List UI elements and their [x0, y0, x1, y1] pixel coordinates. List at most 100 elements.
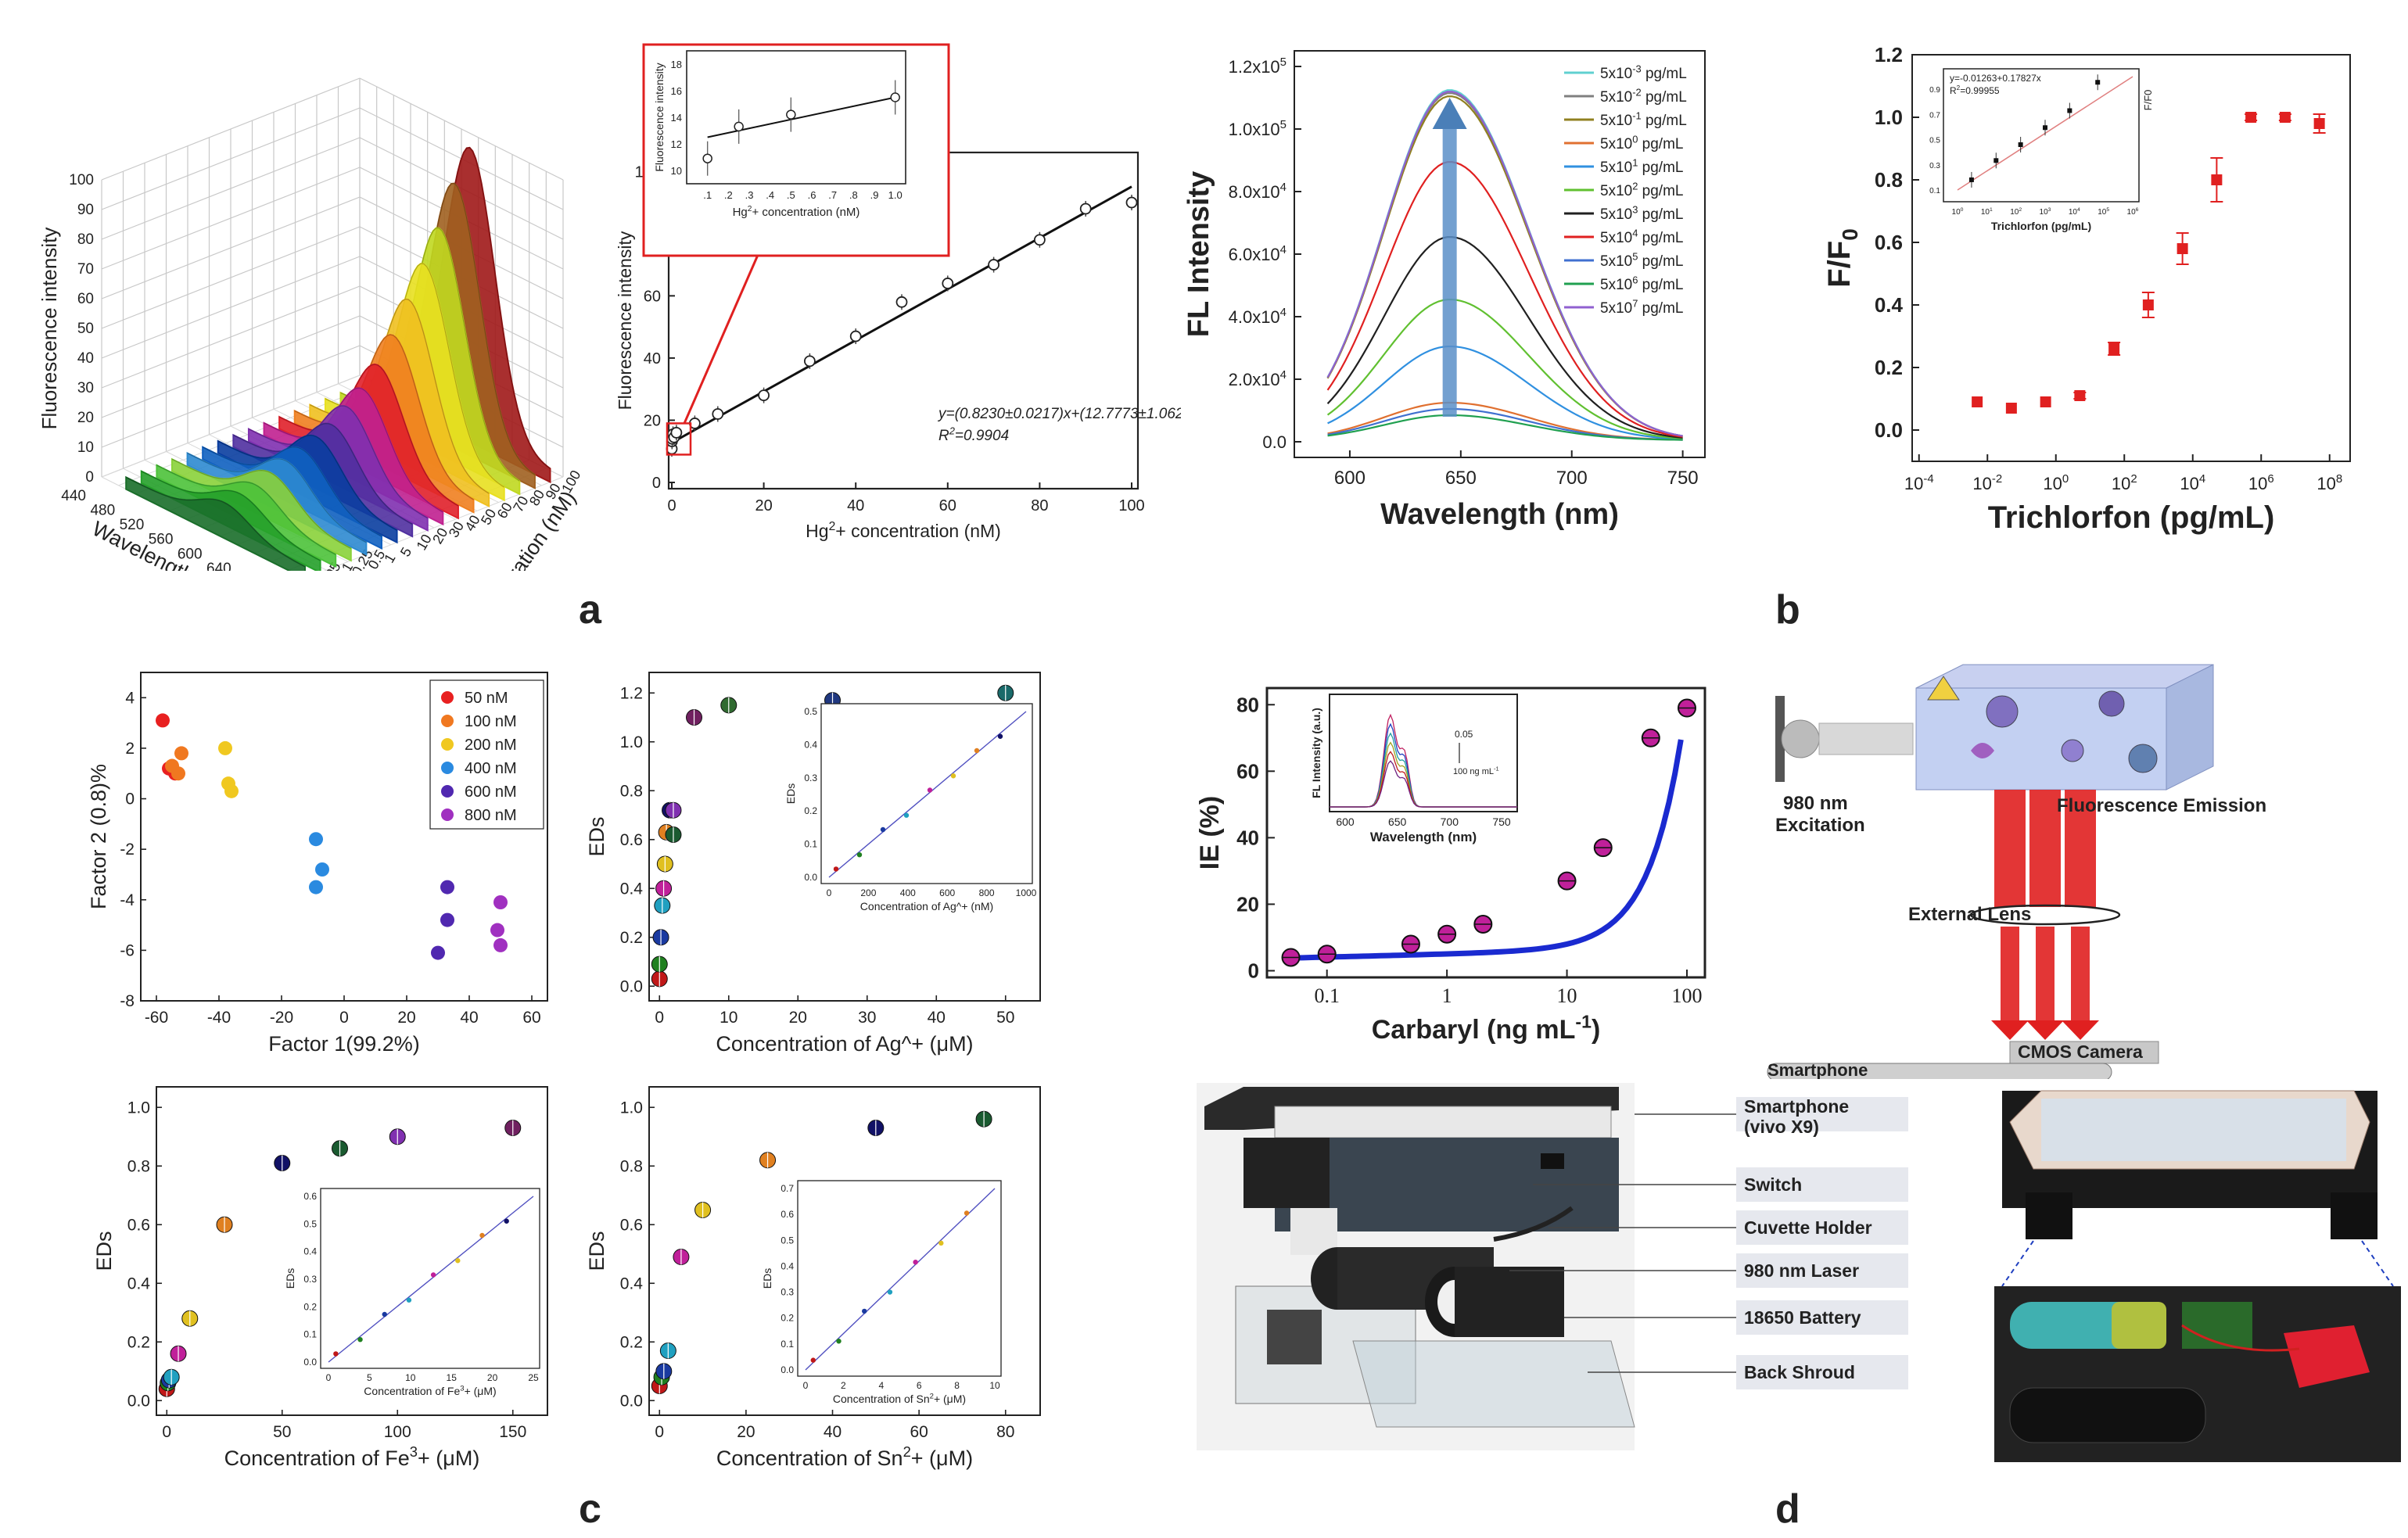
spectrum-edge: [248, 405, 429, 519]
x-tick-label: 60: [939, 497, 956, 514]
legend-swatch: [441, 691, 454, 704]
inset-data-point: [2067, 108, 2072, 113]
inset-x-tick: 101​: [1981, 207, 1993, 217]
z-tick-label: 90: [77, 202, 94, 218]
inset-x-label: Concentration of Sn2​+ (μM): [833, 1392, 966, 1405]
emission-beam: [2071, 927, 2090, 1020]
inset-y-tick: 0.3: [1929, 162, 1940, 170]
data-point: [712, 408, 724, 420]
data-point: [2040, 396, 2051, 407]
y-tick-label: 1.0: [1875, 106, 1903, 129]
x-tick-label: 560: [149, 532, 174, 548]
legend-label: 5x106​ pg/mL: [1600, 274, 1683, 293]
legend-label: 400 nM: [465, 760, 517, 777]
inset-r2: R2​=0.99955: [1950, 84, 2000, 96]
x-tick-label: 106​: [2248, 472, 2274, 493]
x-tick-label: 100: [384, 1423, 411, 1441]
inset-x-tick: 102​: [2010, 207, 2022, 217]
legend-label: 50 nM: [465, 690, 508, 707]
inset-x-tick: 1.0: [888, 189, 903, 201]
y-tick-label: 40: [1236, 826, 1259, 849]
data-point: [493, 895, 508, 909]
legend-label: 100 nM: [465, 713, 517, 730]
nanoparticle-icon: [2128, 744, 2158, 773]
x-tick-label: 100: [1118, 497, 1144, 514]
inset-data-point: [2018, 142, 2023, 147]
chart-b1-fl-spectra: 600 650 700 750 0.0 2.0x104​ 4.0x104​ 6.0x104​ 8…: [1182, 50, 1706, 531]
grid-line: [101, 196, 361, 299]
spectrum-edge: [171, 458, 352, 549]
y-tick-label: 40: [644, 350, 661, 367]
excitation-label: 980 nm Excitation: [1775, 793, 1865, 836]
switch-icon: [1541, 1153, 1564, 1169]
data-point: [2177, 243, 2188, 254]
data-point: [988, 259, 1000, 271]
y-tick-label: 0.2: [620, 929, 643, 947]
y-tick-label: 8.0x104​: [1229, 181, 1287, 202]
y-tick-label: 0.2: [1875, 356, 1903, 379]
legend-label: 800 nM: [465, 807, 517, 824]
inset-y-tick: 12: [671, 138, 682, 150]
grid-line: [101, 285, 361, 389]
grid-line: [101, 167, 361, 270]
inset-data-point: [927, 787, 933, 793]
x-tick-label: 108​: [2316, 472, 2342, 493]
inset-x-tick: .8: [849, 189, 858, 201]
y-tick-label: 0.4: [1875, 293, 1904, 317]
data-point: [218, 740, 232, 755]
inset-fit-line: [328, 1196, 534, 1363]
y-axis-label: EDs: [92, 1231, 116, 1271]
inset-data-point: [833, 866, 839, 872]
inset-y-tick: 0.5: [303, 1218, 317, 1229]
laser-beam: [1818, 722, 1914, 755]
y-tick-label: 0.4: [620, 880, 644, 898]
data-point: [2142, 299, 2154, 310]
z-tick-label: 20: [77, 410, 94, 426]
callout-label: Back Shroud: [1744, 1362, 1855, 1382]
y-axis-label: IE (%): [1195, 796, 1225, 869]
inset-x-tick: 100​: [1952, 207, 1964, 217]
inset-data-point: [2043, 125, 2047, 131]
inset-x-tick: 0: [803, 1380, 809, 1391]
data-point: [1034, 234, 1046, 246]
x-tick-label: 50: [996, 1009, 1014, 1027]
x-tick-label: 100: [1671, 984, 1702, 1007]
inset-y-label: F/F0: [2142, 90, 2154, 111]
x-tick-label: 40: [847, 497, 864, 514]
spectrum-edge: [141, 471, 321, 561]
inset-x-label: Concentration of Ag^+ (nM): [860, 900, 993, 912]
legend-label: 5x107​ pg/mL: [1600, 297, 1683, 317]
spectrum-edge: [125, 476, 306, 568]
inset-data-point: [702, 153, 712, 163]
callout-label: Switch: [1744, 1174, 1802, 1195]
spectrum-line: [1326, 91, 1683, 437]
inset-data-point: [504, 1218, 509, 1224]
switch-cap: [2284, 1325, 2370, 1388]
x-tick-label: 1: [1442, 984, 1452, 1007]
y-tick-label: 1.2: [1875, 43, 1903, 66]
y-tick-label: 1.2: [620, 684, 643, 702]
y-tick-label: 0.6: [127, 1216, 150, 1234]
inset-data-point: [2095, 80, 2101, 85]
inset-y-label: FL Intensity (a.u.): [1310, 708, 1322, 798]
grid-line: [101, 315, 361, 418]
data-point: [670, 426, 683, 439]
zoom-box: [666, 422, 692, 456]
x-tick-label: 10-4​: [1904, 472, 1934, 493]
y-tick-label: 60: [1236, 759, 1259, 783]
inset-x-tick: 0: [326, 1372, 332, 1383]
inset-data-point: [890, 92, 900, 102]
inset-annotation-top: 0.05: [1455, 729, 1473, 740]
inset-x-tick: .9: [870, 189, 879, 201]
y-tick-label: 1.0: [620, 1099, 643, 1117]
x-axis-label: Hg2​+ concentration (nM): [806, 520, 1001, 541]
emission-beam: [2029, 790, 2061, 907]
data-point: [431, 945, 445, 960]
emission-beam: [2065, 790, 2096, 907]
y-axis-label: F/F0: [1822, 228, 1862, 288]
inset-y-label: EDs: [761, 1268, 773, 1289]
x-axis-label: Wavelength (nm): [1380, 498, 1619, 531]
x-tick-label: 10: [720, 1009, 737, 1027]
callout-label: Smartphone (vivo X9): [1744, 1096, 1849, 1137]
panel-label-b: b: [1775, 587, 1800, 633]
